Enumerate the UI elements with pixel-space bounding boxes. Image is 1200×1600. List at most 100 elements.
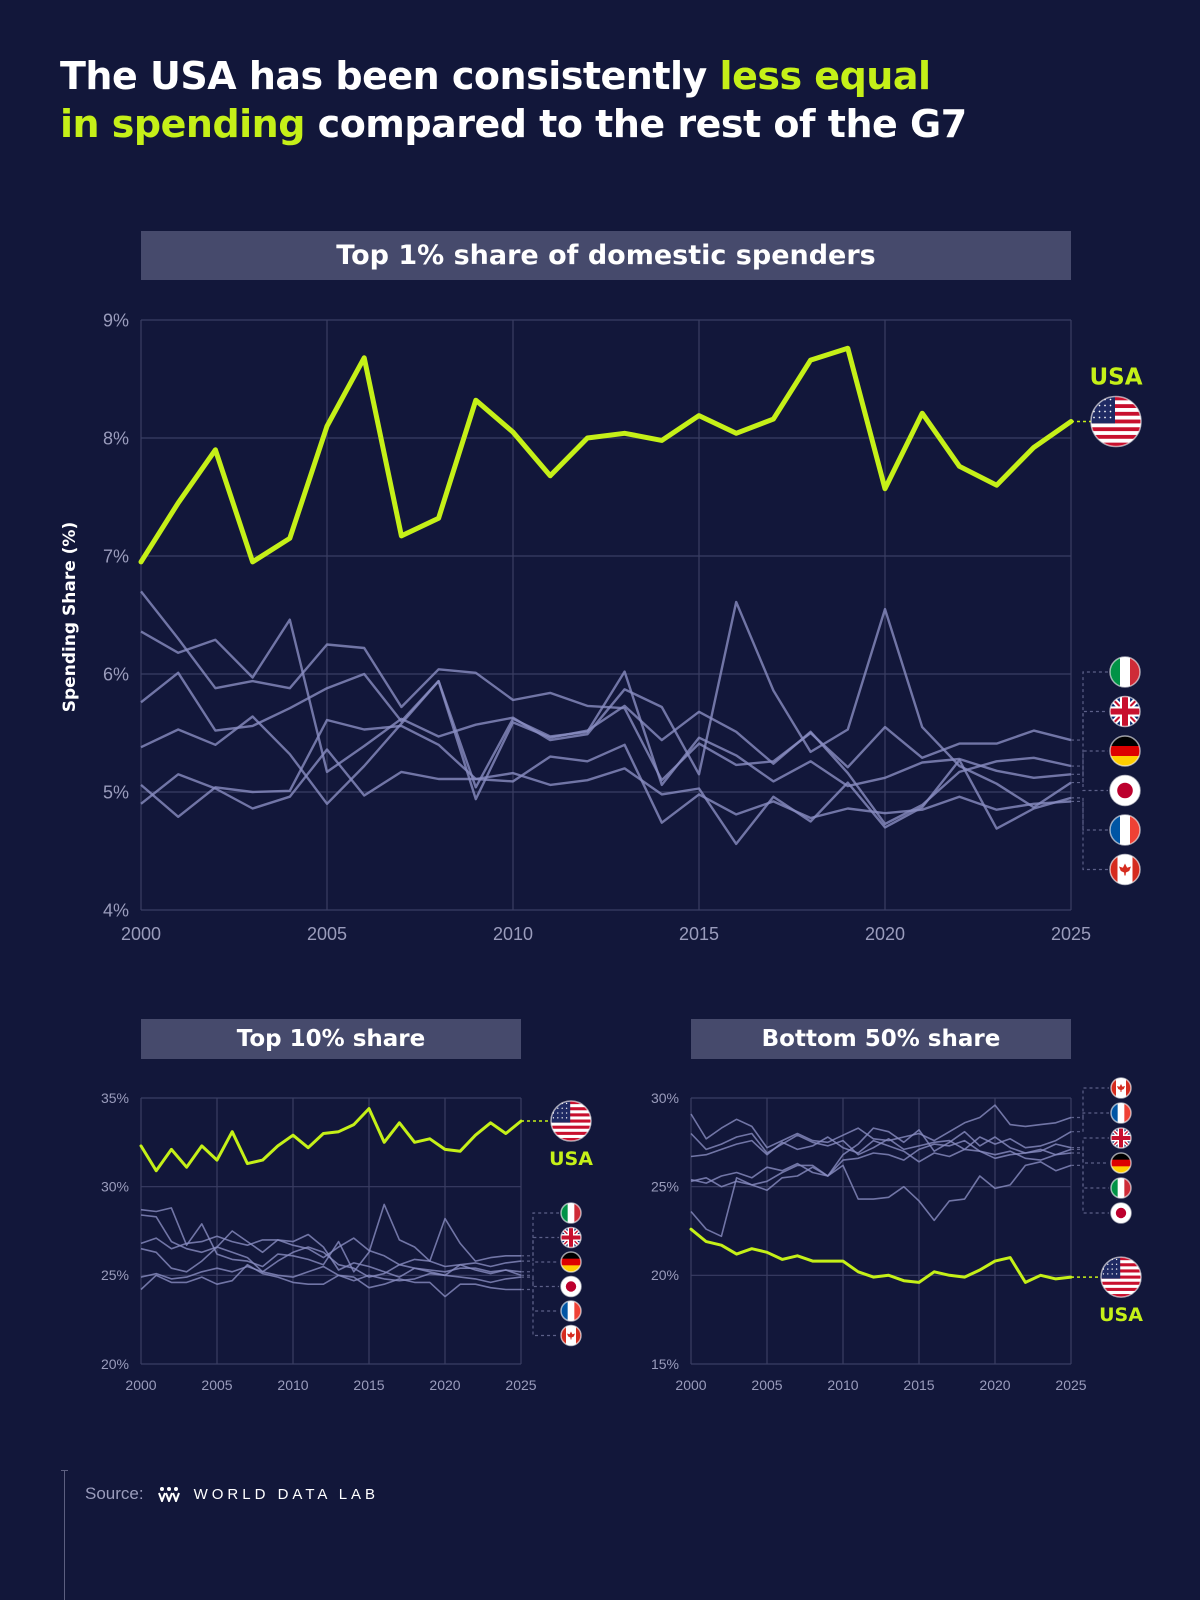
top1-series-usa	[138, 345, 1074, 565]
bottom50-series-ca	[690, 1104, 1072, 1149]
top1-connector-it	[1071, 671, 1108, 741]
top1-series-fr	[140, 718, 1072, 846]
bottom50-flag-usa-icon	[1100, 1256, 1142, 1298]
top1-y-tick: 6%	[103, 664, 129, 684]
top10-y-tick: 30%	[101, 1179, 129, 1195]
bottom50-flag-jp-icon	[1110, 1202, 1132, 1224]
bottom50-x-tick: 2020	[979, 1377, 1010, 1393]
top10-flag-ca-icon	[560, 1324, 582, 1347]
bottom50-series-usa	[689, 1227, 1073, 1284]
bottom50-series-jp	[690, 1127, 1072, 1238]
top1-x-tick: 2025	[1051, 924, 1091, 944]
top10-connector-jp	[521, 1274, 559, 1288]
top1-x-tick: 2015	[679, 924, 719, 944]
top10-chart-title: Top 10% share	[141, 1019, 521, 1059]
bottom50-x-tick: 2010	[827, 1377, 858, 1393]
bottom50-x-tick: 2005	[751, 1377, 782, 1393]
title-highlight1: less equal	[719, 54, 931, 98]
top10-series-jp	[140, 1246, 522, 1278]
top1-flag-fr-icon	[1109, 814, 1141, 846]
top1-y-tick: 9%	[103, 310, 129, 330]
top10-connector-gb	[521, 1236, 559, 1262]
bottom50-connector-gb	[1071, 1137, 1109, 1151]
top1-connector-de	[1071, 750, 1108, 775]
top1-connector-jp	[1071, 765, 1108, 792]
top1-chart-title: Top 1% share of domestic spenders	[141, 231, 1071, 280]
top1-series-gb	[140, 600, 1072, 809]
top1-connector-ca	[1071, 800, 1108, 871]
top1-flag-usa-icon	[1090, 395, 1142, 448]
top1-series-it	[140, 590, 1072, 782]
top10-connector-de	[521, 1261, 559, 1273]
title-part2: compared to the rest of the G7	[304, 102, 967, 146]
top10-x-tick: 2010	[277, 1377, 308, 1393]
top10-connector-fr	[521, 1276, 559, 1312]
top1-chart: 4% 5% 6% 7% 8% 9% 2000 2005 2010 2015 2020 2025 USA	[103, 310, 1143, 944]
bottom50-series-gb	[690, 1136, 1072, 1163]
bottom50-y-tick: 15%	[651, 1356, 679, 1372]
top10-series-ca	[140, 1263, 521, 1298]
bottom50-x-tick: 2025	[1055, 1377, 1086, 1393]
top1-flag-ca-icon	[1109, 853, 1141, 886]
top10-usa-label: USA	[549, 1148, 593, 1170]
top10-flag-de-icon	[560, 1251, 582, 1273]
top1-x-tick: 2020	[865, 924, 905, 944]
top10-gridlines	[140, 1097, 522, 1365]
top10-connector-it	[521, 1212, 559, 1257]
source-brand: WORLD DATA LAB	[193, 1485, 380, 1503]
bottom50-x-tick: 2000	[675, 1377, 706, 1393]
footer-rule	[61, 1470, 68, 1600]
top1-x-tick: 2000	[121, 924, 161, 944]
top10-y-tick: 25%	[101, 1267, 129, 1283]
top10-x-tick: 2025	[505, 1377, 536, 1393]
top10-flag-it-icon	[560, 1202, 582, 1224]
bottom50-chart-title: Bottom 50% share	[691, 1019, 1071, 1059]
top10-series-fr	[140, 1265, 522, 1284]
top1-x-tick: 2005	[307, 924, 347, 944]
bottom50-flag-de-icon	[1110, 1152, 1132, 1174]
top1-connector-fr	[1071, 797, 1108, 831]
bottom50-flag-it-icon	[1110, 1177, 1132, 1199]
source-credit: Source: WORLD DATA LAB	[85, 1484, 379, 1504]
bottom50-usa-label: USA	[1099, 1304, 1143, 1326]
top10-series-gb	[140, 1214, 522, 1268]
top10-flag-jp-icon	[560, 1275, 582, 1298]
top1-series-jp	[140, 679, 1072, 826]
top1-x-tick: 2010	[493, 924, 533, 944]
bottom50-connector-fr	[1071, 1112, 1109, 1133]
page-title: The USA has been consistently less equal…	[60, 52, 1060, 148]
top1-flag-it-icon	[1109, 656, 1141, 688]
world-data-lab-logo-icon	[157, 1487, 180, 1502]
top1-y-tick: 4%	[103, 900, 129, 920]
top1-flag-jp-icon	[1109, 774, 1141, 807]
top1-usa-label: USA	[1089, 364, 1142, 390]
bottom50-gridlines	[690, 1097, 1072, 1365]
top1-flag-gb-icon	[1109, 695, 1141, 728]
bottom50-connector-jp	[1071, 1147, 1109, 1214]
bottom50-series-de	[690, 1139, 1072, 1184]
top10-x-tick: 2000	[125, 1377, 156, 1393]
top1-y-tick: 7%	[103, 546, 129, 566]
top1-y-tick: 5%	[103, 782, 129, 802]
bottom50-flag-ca-icon	[1110, 1077, 1132, 1099]
top1-gridlines	[140, 319, 1072, 911]
bottom50-y-tick: 25%	[651, 1179, 679, 1195]
top10-chart: 20% 25% 30% 35% 2000 2005 2010 2015 2020 2025 USA	[101, 1090, 593, 1393]
bottom50-flag-gb-icon	[1110, 1127, 1132, 1149]
bottom50-connector-ca	[1071, 1087, 1109, 1119]
top10-flag-usa-icon	[550, 1100, 592, 1142]
top10-x-tick: 2005	[201, 1377, 232, 1393]
source-label: Source:	[85, 1484, 144, 1503]
top10-connector-ca	[521, 1288, 559, 1337]
bottom50-y-tick: 20%	[651, 1267, 679, 1283]
top1-y-tick: 8%	[103, 428, 129, 448]
top10-x-tick: 2020	[429, 1377, 460, 1393]
bottom50-flag-fr-icon	[1110, 1102, 1132, 1124]
top10-y-tick: 20%	[101, 1356, 129, 1372]
title-part1: The USA has been consistently	[60, 54, 720, 98]
top1-connector-gb	[1071, 710, 1108, 784]
bottom50-y-tick: 30%	[651, 1090, 679, 1106]
top10-flag-gb-icon	[560, 1226, 582, 1249]
top10-x-tick: 2015	[353, 1377, 384, 1393]
top10-y-tick: 35%	[101, 1090, 129, 1106]
